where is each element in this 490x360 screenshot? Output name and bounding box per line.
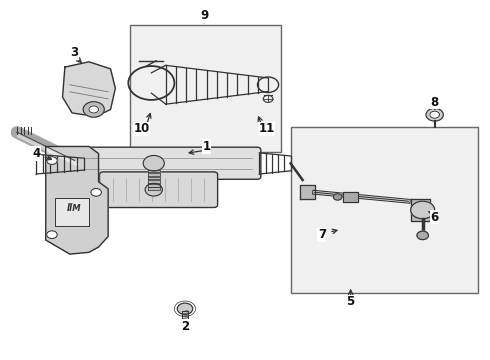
Circle shape bbox=[430, 111, 440, 118]
Text: 3: 3 bbox=[71, 46, 78, 59]
Text: 2: 2 bbox=[181, 320, 189, 333]
Polygon shape bbox=[46, 147, 108, 254]
Polygon shape bbox=[148, 184, 160, 186]
Polygon shape bbox=[300, 185, 315, 199]
Polygon shape bbox=[148, 173, 160, 176]
Text: 9: 9 bbox=[200, 9, 208, 22]
Text: 11: 11 bbox=[259, 122, 275, 135]
Polygon shape bbox=[182, 311, 188, 327]
FancyBboxPatch shape bbox=[75, 147, 261, 179]
Text: 6: 6 bbox=[431, 211, 439, 224]
Bar bbox=[130, 25, 281, 152]
Polygon shape bbox=[63, 62, 115, 117]
Polygon shape bbox=[411, 199, 430, 221]
Circle shape bbox=[426, 108, 443, 121]
Polygon shape bbox=[148, 177, 160, 180]
Circle shape bbox=[177, 303, 193, 314]
Circle shape bbox=[89, 106, 98, 113]
FancyBboxPatch shape bbox=[99, 172, 218, 207]
Circle shape bbox=[145, 183, 162, 196]
Polygon shape bbox=[148, 170, 160, 172]
Text: 4: 4 bbox=[32, 147, 40, 160]
Bar bbox=[291, 127, 478, 293]
Text: 5: 5 bbox=[346, 295, 355, 308]
Text: 1: 1 bbox=[202, 140, 211, 153]
Polygon shape bbox=[148, 180, 160, 183]
Text: ÎÎM: ÎÎM bbox=[67, 204, 82, 213]
Text: 8: 8 bbox=[431, 96, 439, 109]
Circle shape bbox=[91, 189, 101, 196]
Text: 10: 10 bbox=[134, 122, 150, 135]
Circle shape bbox=[143, 156, 164, 171]
Circle shape bbox=[333, 194, 342, 200]
Circle shape bbox=[47, 231, 57, 239]
Circle shape bbox=[83, 102, 104, 117]
Circle shape bbox=[417, 231, 428, 240]
Text: 7: 7 bbox=[318, 228, 326, 241]
Polygon shape bbox=[148, 187, 160, 190]
Circle shape bbox=[411, 201, 435, 219]
Polygon shape bbox=[343, 192, 358, 202]
Circle shape bbox=[47, 157, 57, 165]
Polygon shape bbox=[55, 198, 89, 226]
